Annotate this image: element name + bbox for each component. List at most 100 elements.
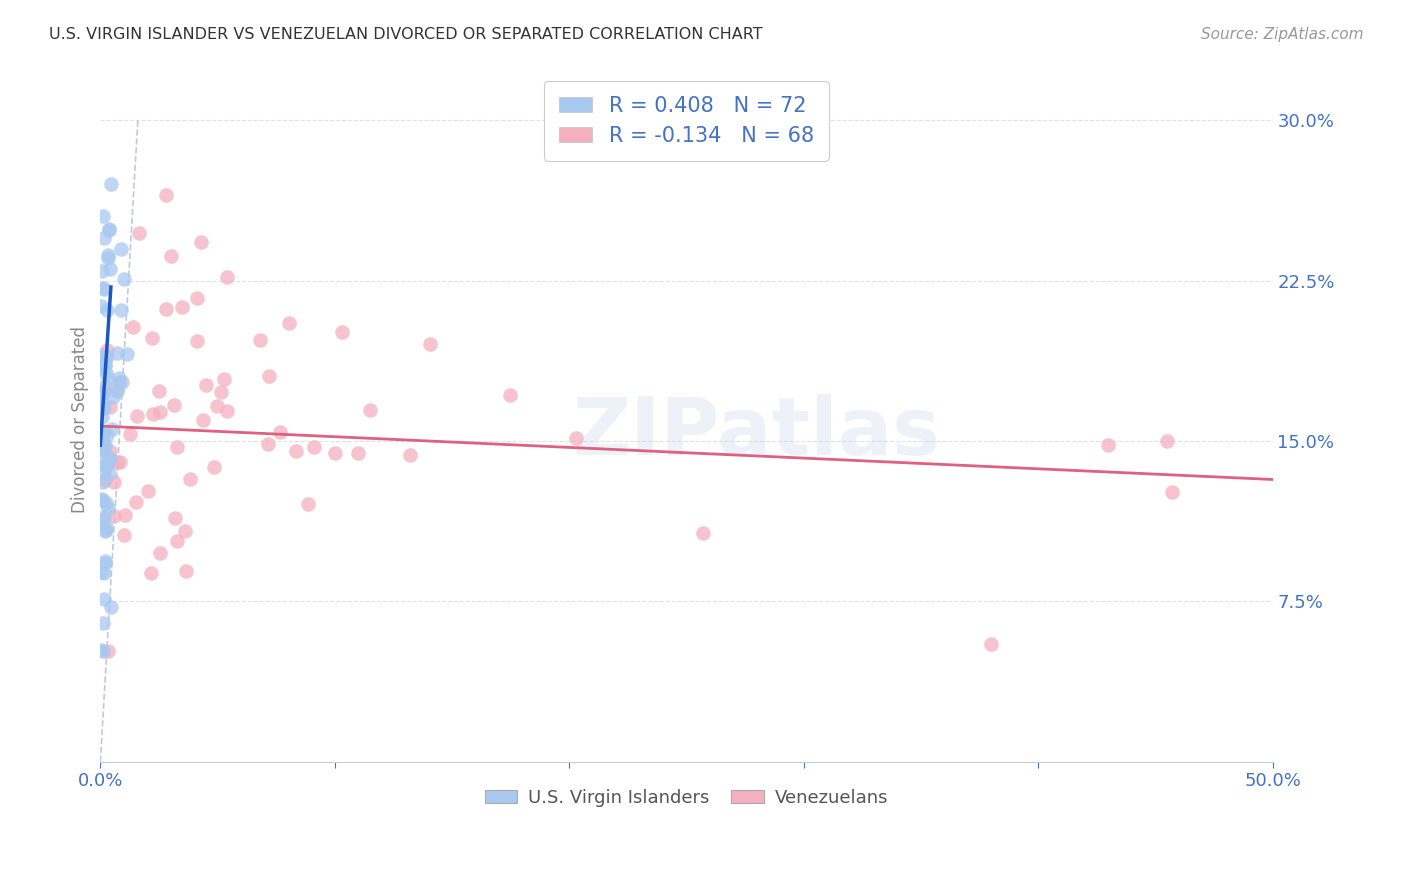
- Point: [110, 242, 132, 256]
- Point: [108, 455, 131, 469]
- Point: [125, 409, 148, 423]
- Point: [217, 404, 239, 418]
- Point: [91, 281, 114, 295]
- Point: [194, 378, 217, 392]
- Point: [179, 472, 201, 486]
- Point: [90, 565, 112, 579]
- Point: [93, 443, 115, 458]
- Point: [115, 346, 138, 360]
- Point: [93, 425, 115, 439]
- Point: [330, 325, 353, 339]
- Point: [98, 401, 121, 415]
- Point: [166, 440, 188, 454]
- Point: [93, 524, 115, 538]
- Point: [191, 413, 214, 427]
- Point: [190, 235, 212, 249]
- Point: [98, 262, 121, 277]
- Point: [142, 407, 165, 421]
- Point: [105, 382, 128, 396]
- Point: [91, 426, 114, 441]
- Point: [1161, 484, 1184, 499]
- Point: [174, 564, 197, 578]
- Point: [90, 434, 112, 448]
- Text: U.S. VIRGIN ISLANDER VS VENEZUELAN DIVORCED OR SEPARATED CORRELATION CHART: U.S. VIRGIN ISLANDER VS VENEZUELAN DIVOR…: [49, 27, 763, 42]
- Point: [94, 495, 117, 509]
- Point: [149, 545, 172, 559]
- Point: [249, 334, 271, 348]
- Legend: U.S. Virgin Islanders, Venezuelans: U.S. Virgin Islanders, Venezuelans: [478, 782, 896, 814]
- Point: [269, 425, 291, 439]
- Point: [692, 525, 714, 540]
- Point: [186, 291, 208, 305]
- Point: [125, 495, 148, 509]
- Point: [110, 302, 132, 317]
- Point: [101, 390, 124, 404]
- Point: [302, 441, 325, 455]
- Point: [90, 299, 112, 313]
- Point: [90, 384, 112, 399]
- Point: [136, 484, 159, 499]
- Point: [980, 637, 1002, 651]
- Point: [98, 223, 121, 237]
- Y-axis label: Divorced or Separated: Divorced or Separated: [72, 326, 89, 513]
- Point: [91, 348, 114, 362]
- Point: [93, 566, 115, 581]
- Point: [101, 422, 124, 436]
- Point: [94, 554, 117, 568]
- Point: [93, 379, 115, 393]
- Point: [103, 508, 125, 523]
- Point: [96, 458, 118, 473]
- Point: [174, 524, 197, 539]
- Point: [1156, 434, 1178, 448]
- Point: [209, 384, 232, 399]
- Point: [160, 249, 183, 263]
- Point: [94, 383, 117, 397]
- Point: [155, 188, 177, 202]
- Point: [96, 428, 118, 442]
- Point: [98, 452, 121, 467]
- Point: [148, 384, 170, 399]
- Point: [91, 615, 114, 630]
- Point: [91, 210, 114, 224]
- Point: [166, 534, 188, 549]
- Point: [93, 401, 115, 416]
- Point: [96, 349, 118, 363]
- Point: [499, 388, 522, 402]
- Point: [93, 591, 115, 606]
- Point: [93, 398, 115, 412]
- Point: [97, 251, 120, 265]
- Point: [105, 455, 128, 469]
- Point: [256, 437, 278, 451]
- Point: [114, 508, 136, 523]
- Point: [93, 384, 115, 399]
- Point: [91, 361, 114, 376]
- Point: [91, 410, 114, 425]
- Point: [347, 446, 370, 460]
- Point: [212, 372, 235, 386]
- Point: [105, 384, 128, 398]
- Point: [90, 643, 112, 657]
- Point: [97, 644, 120, 658]
- Point: [565, 431, 588, 445]
- Point: [90, 513, 112, 527]
- Point: [91, 401, 114, 415]
- Point: [93, 231, 115, 245]
- Point: [399, 448, 422, 462]
- Point: [100, 599, 122, 614]
- Point: [97, 500, 120, 515]
- Point: [128, 226, 150, 240]
- Point: [96, 343, 118, 357]
- Point: [93, 282, 115, 296]
- Point: [141, 331, 163, 345]
- Point: [259, 368, 281, 383]
- Point: [155, 302, 177, 317]
- Point: [98, 467, 121, 481]
- Point: [111, 375, 134, 389]
- Point: [94, 357, 117, 371]
- Point: [120, 427, 142, 442]
- Point: [98, 443, 121, 458]
- Point: [94, 474, 117, 488]
- Point: [170, 300, 193, 314]
- Point: [93, 465, 115, 479]
- Point: [359, 402, 381, 417]
